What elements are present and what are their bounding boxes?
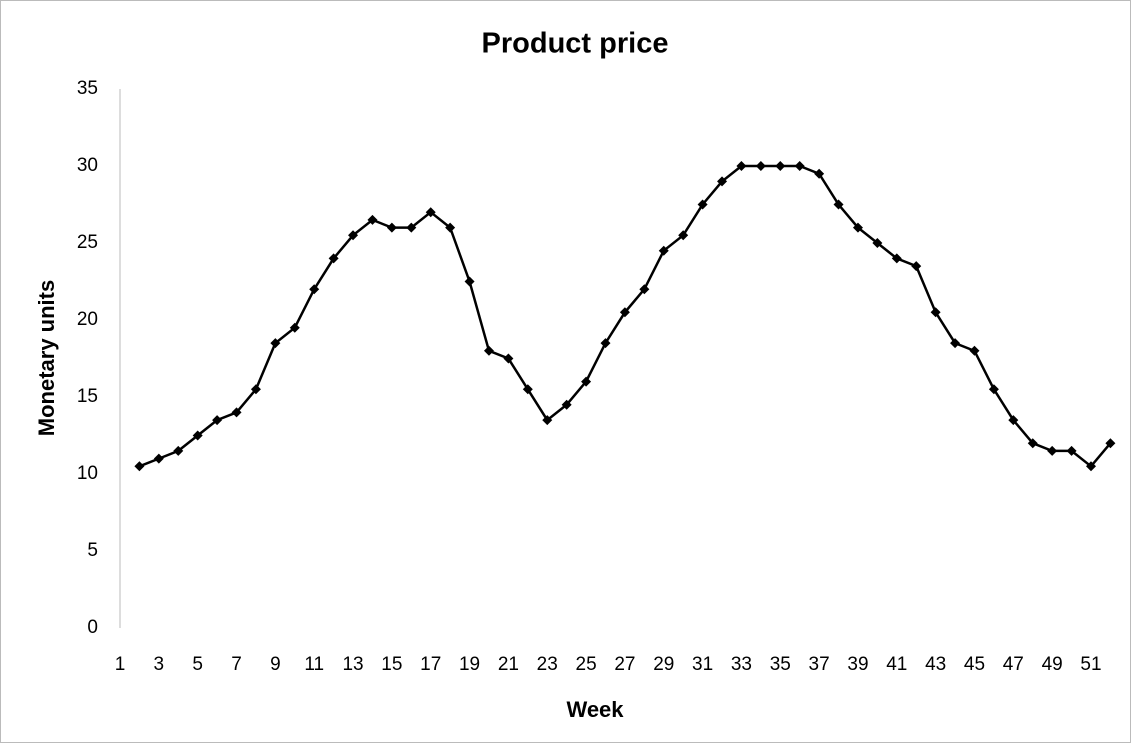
- marker: [464, 276, 475, 287]
- marker: [639, 284, 650, 295]
- x-tick-label: 13: [342, 654, 363, 675]
- marker: [522, 384, 533, 395]
- marker: [542, 415, 553, 426]
- marker: [1047, 445, 1058, 456]
- y-tick-label: 25: [77, 232, 98, 253]
- x-tick-label: 19: [459, 654, 480, 675]
- marker: [755, 161, 766, 171]
- x-tick-label: 31: [692, 654, 713, 675]
- x-tick-label: 47: [1003, 654, 1024, 675]
- marker: [425, 207, 436, 218]
- marker: [328, 253, 339, 264]
- x-tick-label: 1: [115, 654, 126, 675]
- x-tick-label: 21: [498, 654, 519, 675]
- x-tick-label: 9: [270, 654, 281, 675]
- marker: [1008, 415, 1019, 426]
- marker: [658, 245, 669, 256]
- x-tick-label: 33: [731, 654, 752, 675]
- y-tick-label: 15: [77, 386, 98, 407]
- x-tick-label: 43: [925, 654, 946, 675]
- marker: [852, 222, 863, 233]
- marker: [581, 376, 592, 387]
- x-tick-label: 41: [886, 654, 907, 675]
- marker: [1027, 438, 1038, 449]
- marker: [1066, 445, 1077, 456]
- x-tick-label: 25: [576, 654, 597, 675]
- y-tick-label: 35: [77, 78, 98, 99]
- marker: [1086, 461, 1096, 472]
- marker: [134, 461, 145, 472]
- y-tick-label: 0: [87, 617, 98, 638]
- marker: [309, 284, 320, 295]
- x-tick-label: 29: [653, 654, 674, 675]
- marker: [503, 353, 514, 364]
- marker: [153, 453, 164, 464]
- x-axis-title: Week: [566, 697, 624, 722]
- marker: [814, 168, 825, 179]
- y-tick-label: 30: [77, 155, 98, 176]
- marker: [678, 230, 689, 241]
- marker: [367, 214, 378, 225]
- x-tick-label: 17: [420, 654, 441, 675]
- marker: [250, 384, 261, 395]
- marker: [192, 430, 203, 441]
- x-tick-label: 39: [847, 654, 868, 675]
- marker: [872, 238, 883, 248]
- x-tick-label: 3: [154, 654, 165, 675]
- chart-title: Product price: [482, 28, 669, 60]
- marker: [950, 338, 961, 349]
- marker: [969, 345, 980, 356]
- marker: [775, 161, 786, 171]
- marker: [386, 222, 397, 233]
- x-tick-label: 11: [304, 654, 324, 675]
- marker: [173, 445, 184, 456]
- x-tick-label: 45: [964, 654, 985, 675]
- marker: [445, 222, 456, 233]
- x-tick-label: 35: [770, 654, 791, 675]
- marker: [231, 407, 242, 418]
- marker: [911, 261, 922, 272]
- marker: [697, 199, 708, 210]
- x-tick-label: 37: [809, 654, 830, 675]
- marker: [212, 415, 223, 426]
- x-tick-label: 15: [381, 654, 402, 675]
- marker: [483, 345, 494, 356]
- x-tick-label: 51: [1080, 654, 1101, 675]
- y-axis-title: Monetary units: [34, 280, 59, 436]
- marker: [1105, 438, 1116, 449]
- marker: [891, 253, 902, 264]
- marker: [930, 307, 941, 318]
- x-tick-label: 5: [192, 654, 203, 675]
- marker: [736, 161, 747, 171]
- marker: [348, 230, 359, 241]
- marker: [600, 338, 611, 349]
- marker: [833, 199, 844, 210]
- x-tick-label: 23: [537, 654, 558, 675]
- marker: [619, 307, 630, 318]
- marker: [406, 222, 417, 233]
- marker: [289, 322, 300, 333]
- x-tick-label: 49: [1042, 654, 1063, 675]
- marker: [988, 384, 999, 395]
- y-tick-label: 5: [87, 540, 98, 561]
- x-tick-label: 7: [231, 654, 242, 675]
- y-tick-label: 10: [77, 463, 98, 484]
- marker: [794, 161, 805, 171]
- marker: [561, 399, 572, 410]
- marker: [717, 176, 728, 187]
- y-tick-label: 20: [77, 309, 98, 330]
- x-tick-label: 27: [614, 654, 635, 675]
- marker: [270, 338, 281, 349]
